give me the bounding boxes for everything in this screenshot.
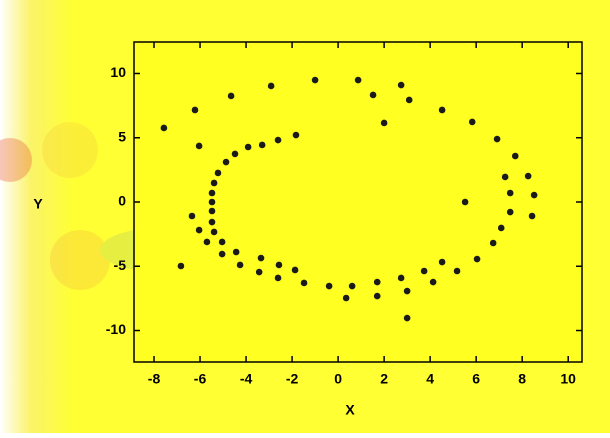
point <box>300 279 308 287</box>
point <box>203 238 211 246</box>
point <box>258 141 266 149</box>
point <box>160 124 168 132</box>
point <box>325 282 333 290</box>
point <box>311 76 319 84</box>
x-tick-label: 2 <box>380 371 388 387</box>
point <box>501 173 509 181</box>
point <box>369 91 377 99</box>
point <box>405 96 413 104</box>
point <box>342 294 350 302</box>
point <box>227 92 235 100</box>
y-tick-label: 5 <box>118 128 126 144</box>
point <box>506 208 514 216</box>
point <box>195 226 203 234</box>
point <box>438 258 446 266</box>
point <box>208 207 216 215</box>
x-tick-label: -2 <box>286 371 299 387</box>
point <box>257 254 265 262</box>
x-tick-label: -4 <box>240 371 253 387</box>
point <box>274 136 282 144</box>
point <box>191 106 199 114</box>
point <box>177 262 185 270</box>
point <box>231 150 239 158</box>
plot-area <box>133 41 583 363</box>
point <box>506 189 514 197</box>
point <box>420 267 428 275</box>
point <box>208 198 216 206</box>
point <box>403 287 411 295</box>
point <box>468 118 476 126</box>
point <box>397 81 405 89</box>
point <box>438 106 446 114</box>
point <box>524 172 532 180</box>
point <box>380 119 388 127</box>
point <box>214 169 222 177</box>
x-axis-label: X <box>345 402 355 418</box>
y-tick-label: -5 <box>114 257 127 273</box>
point <box>255 268 263 276</box>
point <box>244 143 252 151</box>
point <box>530 191 538 199</box>
point <box>232 248 240 256</box>
y-tick-label: -10 <box>106 321 126 337</box>
point <box>348 282 356 290</box>
x-tick-label: -6 <box>194 371 207 387</box>
point <box>429 278 437 286</box>
point <box>292 131 300 139</box>
point <box>397 274 405 282</box>
point <box>291 266 299 274</box>
point <box>208 218 216 226</box>
point <box>274 274 282 282</box>
y-tick-label: 10 <box>110 64 126 80</box>
x-tick-label: 0 <box>334 371 342 387</box>
x-tick-label: 8 <box>518 371 526 387</box>
x-tick-label: 6 <box>472 371 480 387</box>
point <box>373 278 381 286</box>
point <box>236 261 244 269</box>
point <box>275 261 283 269</box>
point <box>497 224 505 232</box>
point <box>188 212 196 220</box>
point <box>473 255 481 263</box>
point <box>210 179 218 187</box>
point <box>403 314 411 322</box>
point <box>218 250 226 258</box>
point <box>489 239 497 247</box>
point <box>267 82 275 90</box>
y-tick-label: 0 <box>118 193 126 209</box>
y-axis-label: Y <box>33 196 43 212</box>
point <box>195 142 203 150</box>
point <box>210 228 218 236</box>
point <box>511 152 519 160</box>
point <box>218 238 226 246</box>
point <box>222 158 230 166</box>
point <box>373 292 381 300</box>
x-tick-label: -8 <box>148 371 161 387</box>
point <box>461 198 469 206</box>
point <box>493 135 501 143</box>
point <box>354 76 362 84</box>
point <box>528 212 536 220</box>
x-tick-label: 10 <box>560 371 576 387</box>
point <box>453 267 461 275</box>
point <box>208 189 216 197</box>
x-tick-label: 4 <box>426 371 434 387</box>
